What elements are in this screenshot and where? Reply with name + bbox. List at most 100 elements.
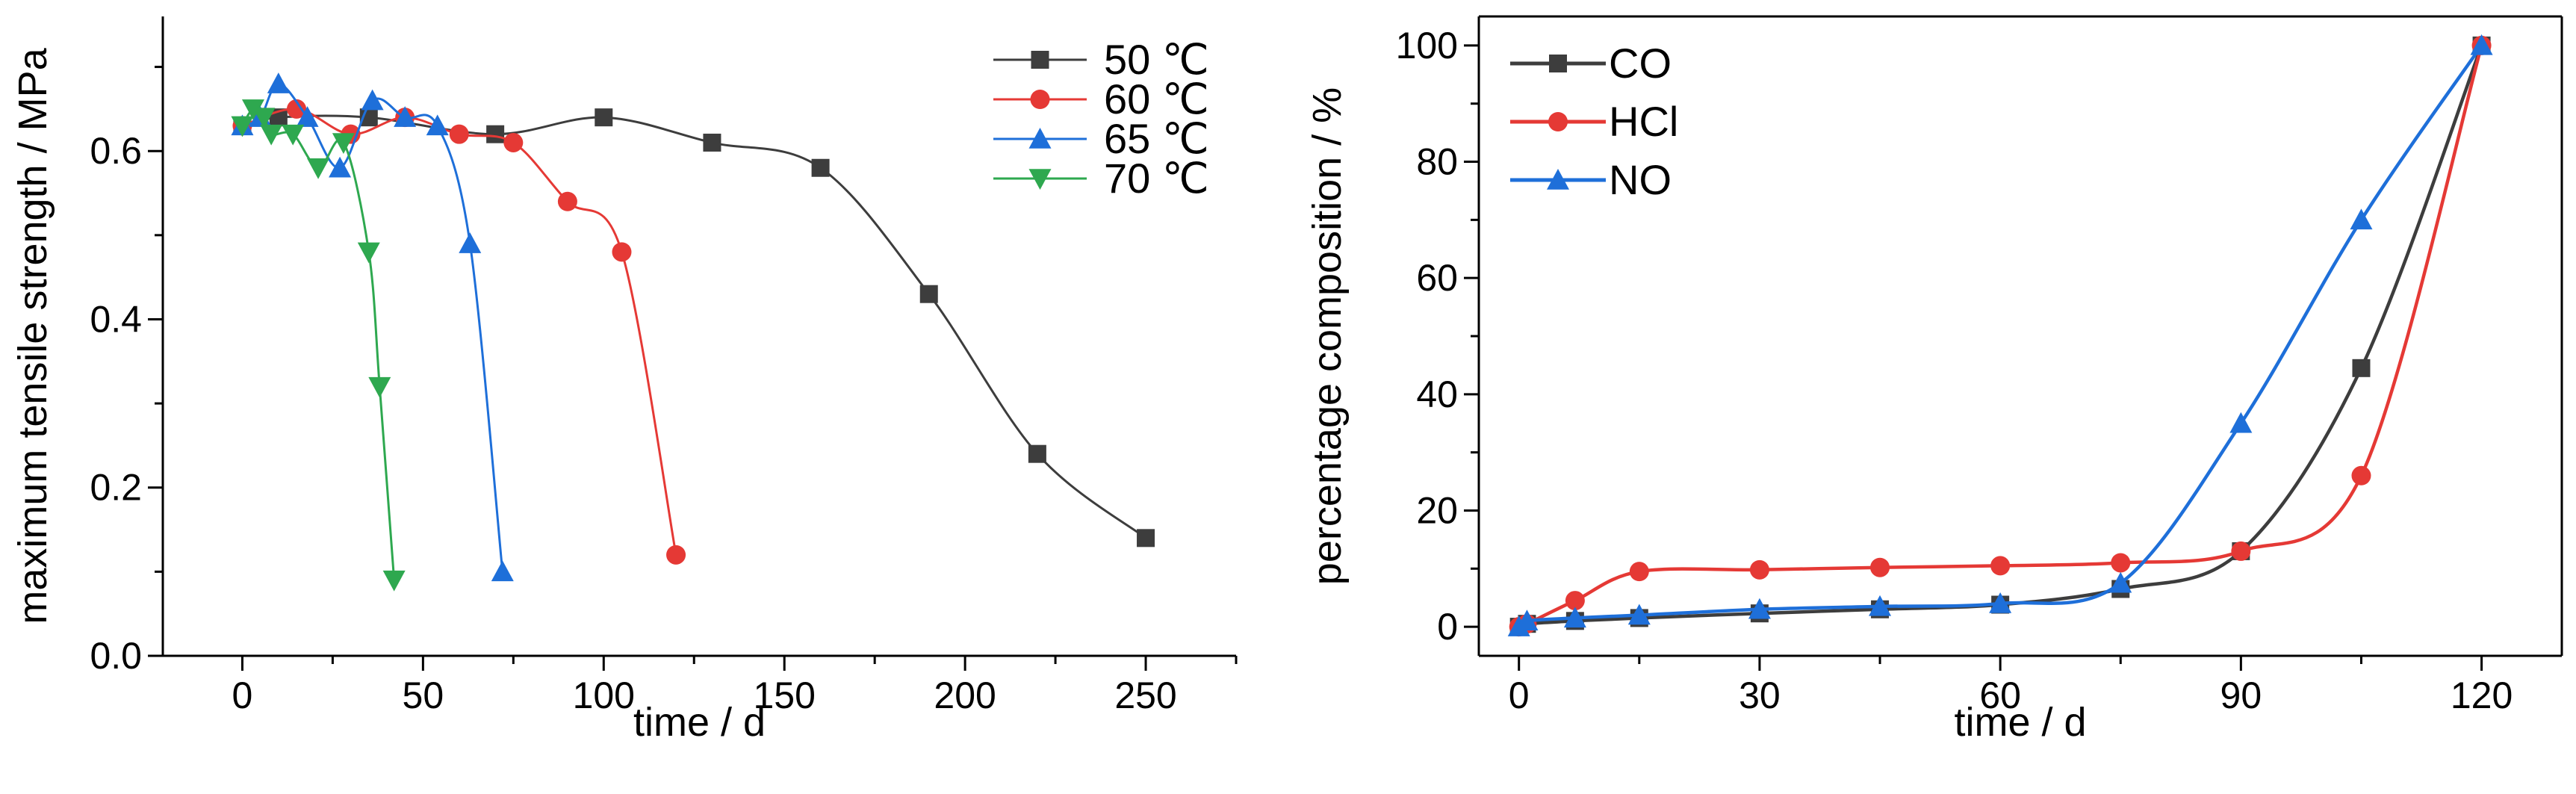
data-point	[503, 132, 524, 152]
data-point	[357, 242, 380, 264]
y-tick-label: 60	[1416, 257, 1458, 299]
data-point	[486, 125, 505, 143]
legend-label: 65 ℃	[1104, 115, 1209, 162]
legend: 50 ℃60 ℃65 ℃70 ℃	[993, 36, 1209, 202]
data-point	[491, 560, 514, 582]
data-point	[282, 124, 305, 146]
data-point	[2352, 359, 2371, 377]
data-point	[1028, 444, 1046, 463]
data-point	[2351, 465, 2371, 486]
y-axis-title: maximum tensile strength / MPa	[10, 47, 55, 624]
data-point	[426, 114, 449, 136]
y-tick-label: 100	[1396, 25, 1458, 66]
y-tick-label: 0.4	[90, 298, 142, 340]
data-point	[2470, 34, 2493, 55]
data-point	[1990, 556, 2011, 576]
y-axis-title: percentage composition / %	[1305, 87, 1350, 585]
x-tick-label: 100	[573, 674, 635, 716]
legend-swatch-marker	[1030, 90, 1050, 109]
data-point	[394, 106, 417, 127]
data-point	[2350, 208, 2373, 230]
y-tick-label: 0	[1437, 606, 1458, 648]
data-point	[1563, 607, 1586, 628]
data-point	[703, 133, 721, 152]
data-point	[595, 108, 613, 127]
x-tick-label: 250	[1114, 674, 1176, 716]
legend-label: CO	[1609, 40, 1672, 87]
series-line	[241, 108, 396, 580]
series-temp-0	[233, 108, 1155, 548]
gas-composition-chart: 0 30 60 90 120 0 20 40 60 80 100 time / d percentage…	[1305, 15, 2563, 745]
y-tick-label: 40	[1416, 373, 1458, 415]
data-point	[1565, 591, 1585, 611]
data-point	[1869, 595, 1892, 616]
y-tick-label: 0.0	[90, 635, 142, 677]
data-point	[1515, 610, 1539, 631]
data-point	[329, 156, 352, 178]
series-line	[241, 108, 677, 556]
y-tick-label: 80	[1416, 141, 1458, 183]
data-point	[919, 285, 938, 303]
data-point	[2109, 571, 2132, 593]
data-point	[307, 158, 330, 179]
legend-swatch-marker	[1031, 51, 1049, 69]
data-point	[382, 570, 406, 592]
data-point	[1870, 557, 1890, 577]
legend-swatch-marker	[1028, 169, 1052, 190]
data-point	[459, 232, 482, 253]
data-point	[241, 99, 264, 120]
x-tick-label: 200	[934, 674, 996, 716]
data-point	[811, 158, 830, 177]
x-tick-label: 60	[1979, 674, 2021, 716]
data-point	[1749, 559, 1769, 580]
series-gas-2	[1507, 34, 2493, 636]
x-axis-title: time / d	[633, 700, 766, 745]
legend-label: 60 ℃	[1104, 75, 1209, 122]
series-temp-1	[232, 99, 686, 565]
data-point	[666, 545, 686, 565]
legend-swatch-marker	[1547, 169, 1569, 190]
data-point	[1627, 604, 1651, 625]
data-point	[231, 116, 254, 137]
data-point	[1629, 562, 1649, 582]
data-point	[1748, 598, 1771, 619]
series-gas-1	[1509, 35, 2492, 637]
legend-label: 70 ℃	[1104, 155, 1209, 202]
y-tick-label: 0.2	[90, 467, 142, 509]
series-line	[1517, 44, 2483, 628]
y-tick-label: 0.6	[90, 130, 142, 172]
x-tick-label: 120	[2451, 674, 2513, 716]
data-point	[252, 108, 276, 129]
legend-label: 50 ℃	[1104, 36, 1209, 83]
legend-swatch-marker	[1549, 55, 1567, 72]
x-axis-title: time / d	[1954, 700, 2086, 745]
data-point	[2111, 553, 2131, 573]
data-point	[361, 89, 384, 111]
data-point	[612, 242, 632, 262]
x-tick-label: 90	[2220, 674, 2262, 716]
series-line	[241, 82, 504, 572]
legend-label: HCl	[1609, 98, 1678, 145]
data-point	[332, 133, 355, 154]
series-temp-2	[231, 72, 514, 582]
data-point	[449, 124, 469, 144]
legend-label: NO	[1609, 156, 1672, 203]
data-point	[1989, 592, 2012, 613]
data-point	[2231, 541, 2251, 561]
data-point	[287, 99, 307, 119]
x-tick-label: 0	[1509, 674, 1530, 716]
data-point	[2229, 412, 2253, 433]
tensile-strength-chart: 0 50 100 150 200 250 0.0 0.2 0.4 0.6 time / d maxim…	[10, 16, 1238, 745]
data-point	[296, 106, 319, 127]
x-tick-label: 50	[403, 674, 444, 716]
data-point	[1137, 529, 1155, 548]
x-tick-label: 0	[232, 674, 253, 716]
data-point	[368, 376, 391, 398]
y-tick-label: 20	[1416, 489, 1458, 531]
series-temp-3	[231, 99, 406, 592]
data-point	[267, 72, 290, 93]
data-point	[260, 124, 283, 146]
legend-swatch-marker	[1548, 112, 1568, 131]
legend: CO HCl NO	[1510, 40, 1678, 203]
